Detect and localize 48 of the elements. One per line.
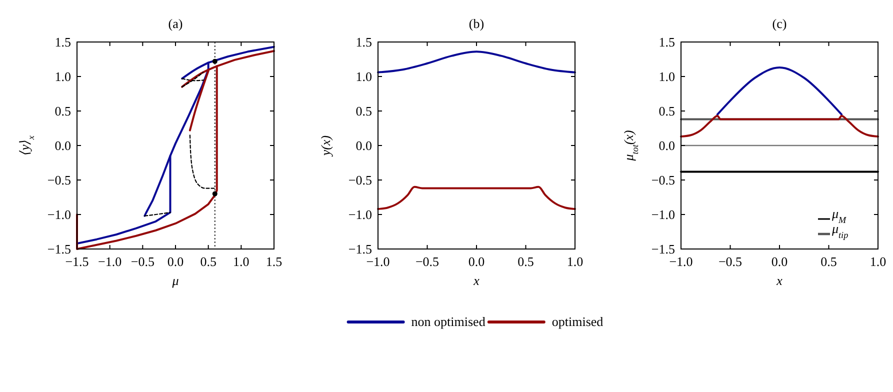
y-tick-label: −1.0 — [348, 207, 372, 222]
y-tick-label: −1.5 — [651, 242, 675, 256]
y-tick-label: 0.5 — [356, 104, 372, 118]
legend-label: μ$_{M}$ — [831, 206, 847, 225]
y-tick-label: 1.0 — [54, 69, 71, 84]
x-tick-label: −1.0 — [98, 254, 122, 269]
y-tick-label: 0.0 — [356, 138, 372, 153]
y-tick-label: −1.0 — [47, 207, 71, 222]
y-tick-label: −0.5 — [47, 172, 71, 188]
x-tick-label: −0.5 — [130, 254, 154, 269]
y-tick-label: 1.0 — [658, 69, 675, 84]
chart-title: (b) — [468, 16, 484, 31]
legend-label: optimised — [552, 314, 604, 329]
y-tick-label: 1.5 — [54, 34, 71, 50]
y-axis-title: y(x) — [318, 135, 333, 158]
y-tick-label: −0.5 — [348, 172, 372, 188]
x-tick-label: 0.5 — [518, 254, 534, 269]
y-tick-label: −1.5 — [47, 242, 71, 256]
x-tick-label: −1.0 — [366, 254, 390, 269]
x-tick-label: 0.5 — [200, 254, 216, 269]
y-tick-label: 0.5 — [54, 104, 71, 118]
y-tick-label: −1.5 — [348, 242, 372, 256]
x-tick-label: 0.0 — [468, 254, 485, 269]
y-tick-label: 1.5 — [356, 34, 372, 50]
x-tick-label: 0.5 — [820, 254, 837, 269]
legend-label: non optimised — [411, 314, 486, 329]
x-tick-label: −0.5 — [415, 254, 440, 269]
x-axis-title: x — [472, 273, 480, 288]
y-tick-label: 1.5 — [658, 34, 675, 50]
x-axis-title: x — [776, 273, 783, 288]
x-tick-label: −0.5 — [718, 254, 742, 269]
x-tick-label: 1.0 — [566, 254, 584, 269]
y-tick-label: −1.0 — [651, 207, 675, 222]
x-tick-label: 0.0 — [771, 254, 788, 269]
x-tick-label: −1.0 — [669, 254, 693, 269]
x-tick-label: 1.5 — [266, 254, 282, 269]
x-tick-label: 1.0 — [233, 254, 250, 269]
chart-title: (a) — [168, 16, 183, 31]
y-tick-label: 1.0 — [356, 69, 372, 84]
x-tick-label: −1.5 — [65, 254, 89, 269]
y-tick-label: 0.0 — [658, 138, 675, 153]
y-tick-label: 0.0 — [54, 138, 71, 153]
x-tick-label: 0.0 — [167, 254, 184, 269]
y-tick-label: −0.5 — [651, 172, 675, 188]
y-tick-label: 0.5 — [658, 104, 675, 118]
x-tick-label: 1.0 — [870, 254, 886, 269]
chart-title: (c) — [772, 16, 787, 31]
x-axis-title: μ — [171, 273, 180, 288]
